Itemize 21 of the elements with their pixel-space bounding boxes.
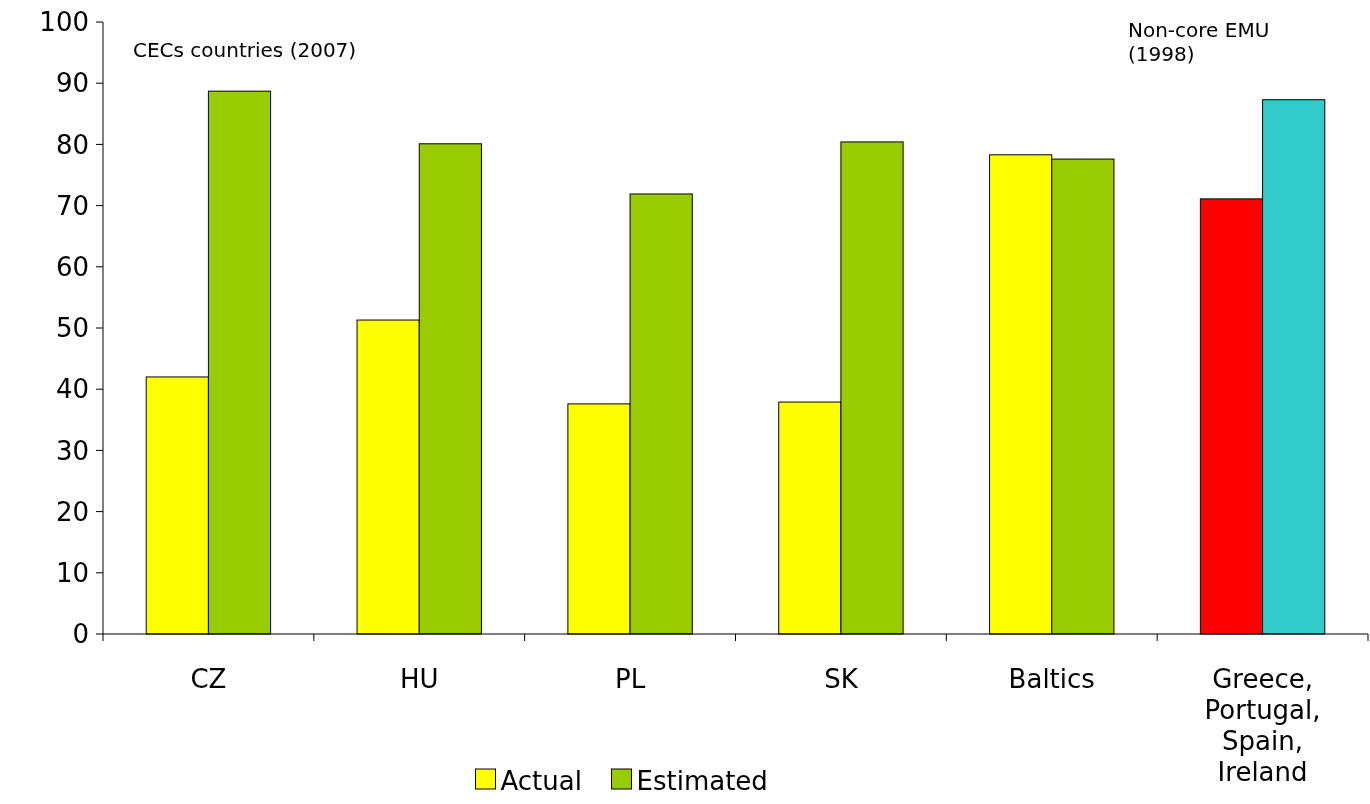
annotation: CECs countries (2007) xyxy=(133,38,357,62)
annotation: Non-core EMU (1998) xyxy=(1128,18,1270,66)
legend-label: Actual xyxy=(500,766,582,797)
x-tick-label: HU xyxy=(399,664,439,694)
x-tick-label: CZ xyxy=(190,664,227,694)
x-tick-label: PL xyxy=(615,664,646,694)
y-tick-label: 0 xyxy=(72,619,89,650)
y-tick-label: 20 xyxy=(55,496,89,527)
y-tick-label: 70 xyxy=(55,190,89,221)
x-tick-label: SK xyxy=(824,664,859,694)
y-tick-label: 40 xyxy=(55,374,89,405)
x-tick-label: Greece, Portugal, Spain, Ireland xyxy=(1204,664,1321,787)
y-tick-label: 10 xyxy=(55,557,89,588)
x-tick-label: Baltics xyxy=(1008,664,1095,694)
y-tick-label: 50 xyxy=(55,313,89,344)
legend-label: Estimated xyxy=(636,766,768,797)
y-tick-label: 30 xyxy=(55,435,89,466)
y-tick-label: 90 xyxy=(55,68,89,99)
y-tick-label: 60 xyxy=(55,251,89,282)
y-tick-label: 100 xyxy=(39,7,89,38)
y-tick-label: 80 xyxy=(55,129,89,160)
